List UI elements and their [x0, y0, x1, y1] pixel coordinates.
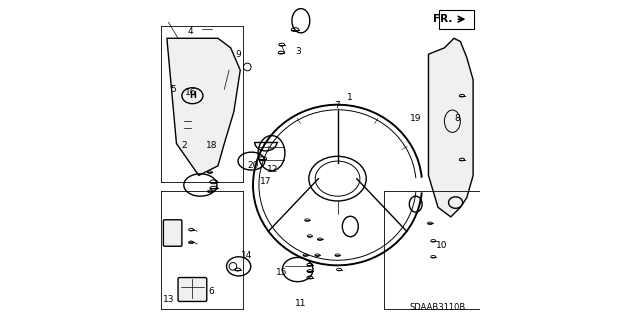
- FancyBboxPatch shape: [163, 220, 182, 246]
- Text: 20: 20: [247, 161, 259, 170]
- Text: 19: 19: [410, 114, 422, 122]
- Text: 13: 13: [163, 295, 174, 304]
- Text: 12: 12: [266, 165, 278, 174]
- Text: 17: 17: [260, 177, 271, 186]
- Text: 1: 1: [348, 93, 353, 102]
- Text: SDAAB3110B: SDAAB3110B: [410, 303, 466, 312]
- Text: 16: 16: [185, 88, 196, 97]
- Text: 9: 9: [236, 50, 241, 59]
- Text: 2: 2: [182, 141, 188, 150]
- Text: 5: 5: [170, 85, 176, 94]
- Text: 8: 8: [454, 114, 460, 122]
- Polygon shape: [167, 38, 240, 175]
- Text: 7: 7: [335, 101, 340, 110]
- Text: 15: 15: [276, 268, 287, 277]
- Polygon shape: [428, 38, 473, 217]
- Text: 6: 6: [209, 287, 214, 296]
- Text: FR.: FR.: [433, 14, 452, 24]
- Text: 18: 18: [206, 141, 218, 150]
- Text: 10: 10: [435, 241, 447, 250]
- Text: 3: 3: [295, 47, 301, 56]
- Text: H: H: [189, 91, 196, 100]
- Text: 14: 14: [241, 251, 252, 260]
- FancyBboxPatch shape: [178, 278, 207, 301]
- Text: 4: 4: [188, 27, 194, 36]
- Text: 11: 11: [295, 299, 307, 308]
